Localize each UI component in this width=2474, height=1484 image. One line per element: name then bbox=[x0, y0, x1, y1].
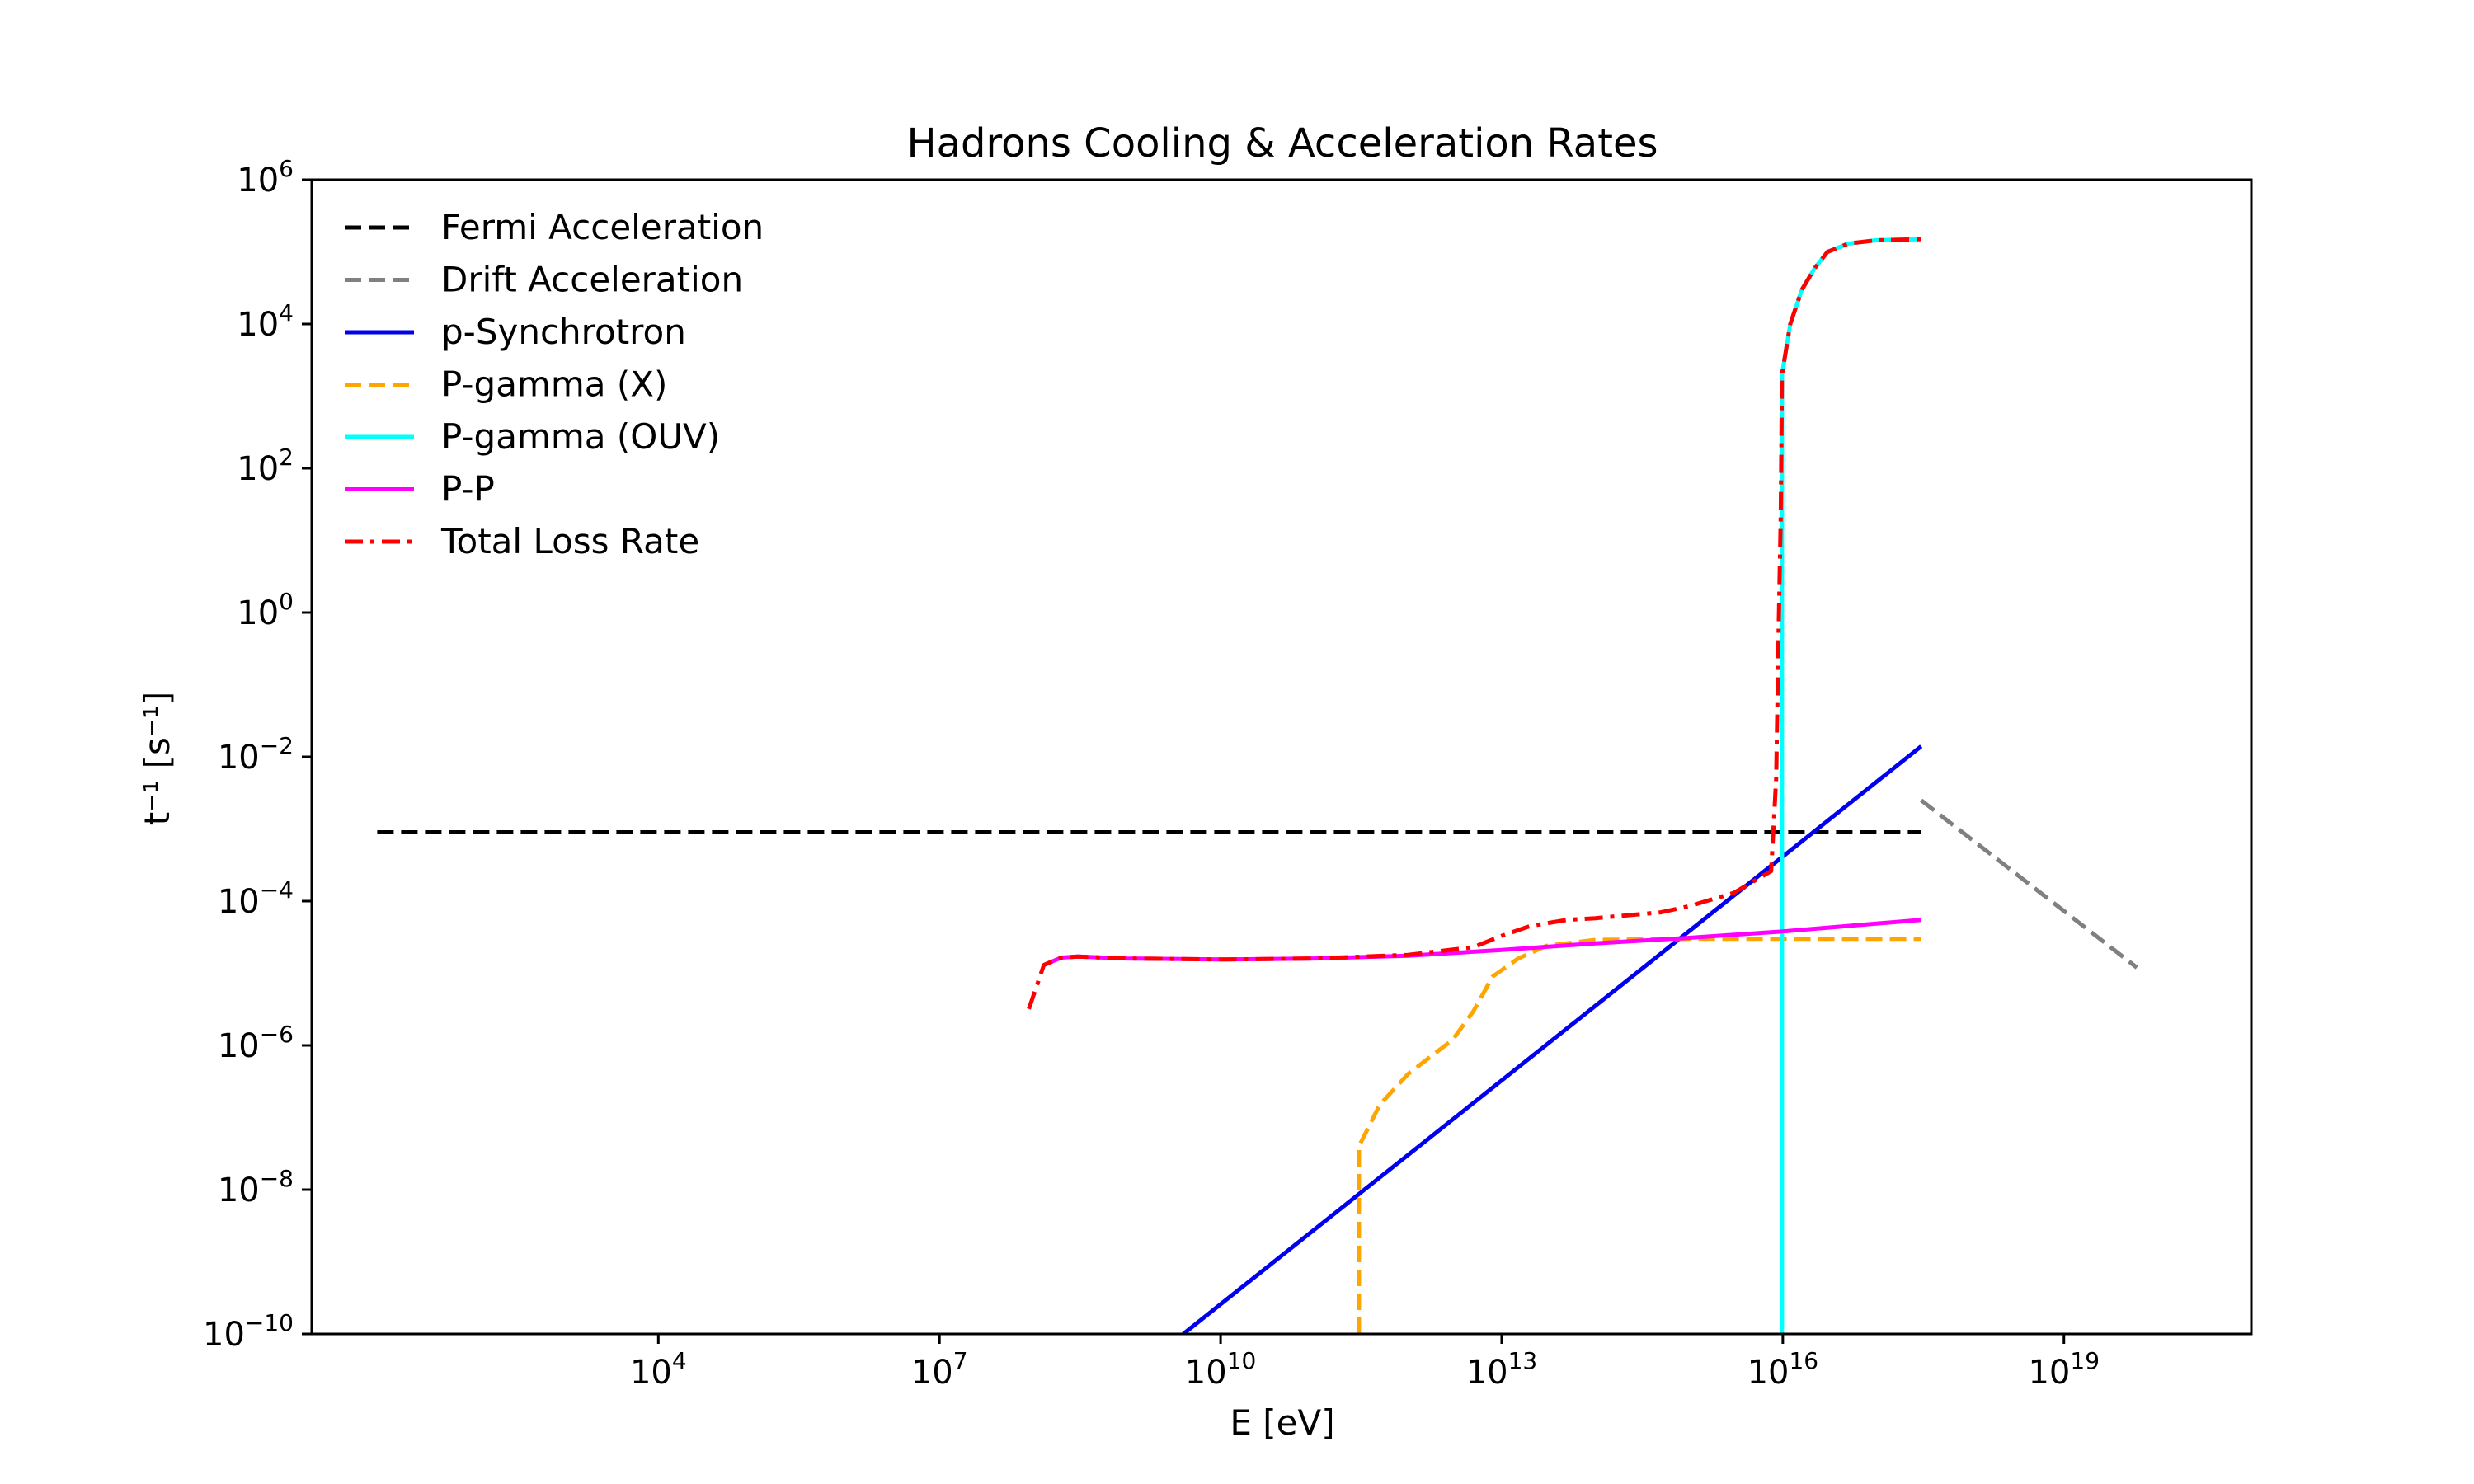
y-tick-label: 10−6 bbox=[218, 1021, 294, 1065]
y-tick-label: 102 bbox=[237, 444, 294, 488]
series-line bbox=[1027, 237, 1921, 1010]
y-tick-label: 10−8 bbox=[218, 1165, 294, 1209]
series-line bbox=[1357, 937, 1921, 1334]
y-tick-label: 10−2 bbox=[218, 732, 294, 777]
y-tick-label: 10−4 bbox=[218, 876, 294, 921]
legend-label: P-gamma (OUV) bbox=[441, 416, 720, 457]
x-axis-ticks: 104 107 1010 1013 1016 1019 bbox=[630, 1334, 2100, 1392]
x-tick-label: 1010 bbox=[1185, 1347, 1257, 1392]
x-tick-label: 1016 bbox=[1747, 1347, 1819, 1392]
y-tick-label: 106 bbox=[237, 155, 294, 200]
legend-label: Total Loss Rate bbox=[440, 521, 699, 561]
legend: Fermi Acceleration Drift Acceleration p-Sy… bbox=[345, 207, 764, 561]
legend-label: Drift Acceleration bbox=[441, 260, 743, 300]
legend-label: P-P bbox=[441, 469, 495, 510]
series-layer bbox=[377, 237, 2138, 1334]
series-line bbox=[1920, 798, 2138, 970]
x-axis-label: E [eV] bbox=[1230, 1402, 1334, 1443]
y-tick-label: 10−10 bbox=[203, 1309, 294, 1354]
legend-label: p-Synchrotron bbox=[441, 312, 686, 352]
plot-area bbox=[377, 237, 2138, 1334]
x-tick-label: 1019 bbox=[2028, 1347, 2100, 1392]
x-tick-label: 107 bbox=[911, 1347, 968, 1392]
legend-label: Fermi Acceleration bbox=[441, 207, 764, 247]
legend-label: P-gamma (X) bbox=[441, 364, 667, 405]
chart-title: Hadrons Cooling & Acceleration Rates bbox=[906, 120, 1658, 167]
y-axis-ticks: 10−10 10−8 10−6 10−4 10−2 100 102 104 106 bbox=[203, 155, 312, 1354]
x-tick-label: 1013 bbox=[1466, 1347, 1538, 1392]
y-axis-label: t⁻¹ [s⁻¹] bbox=[137, 692, 177, 825]
y-tick-label: 104 bbox=[237, 299, 294, 344]
series-line bbox=[1182, 744, 1923, 1334]
y-tick-label: 100 bbox=[237, 588, 294, 632]
x-tick-label: 104 bbox=[630, 1347, 687, 1392]
